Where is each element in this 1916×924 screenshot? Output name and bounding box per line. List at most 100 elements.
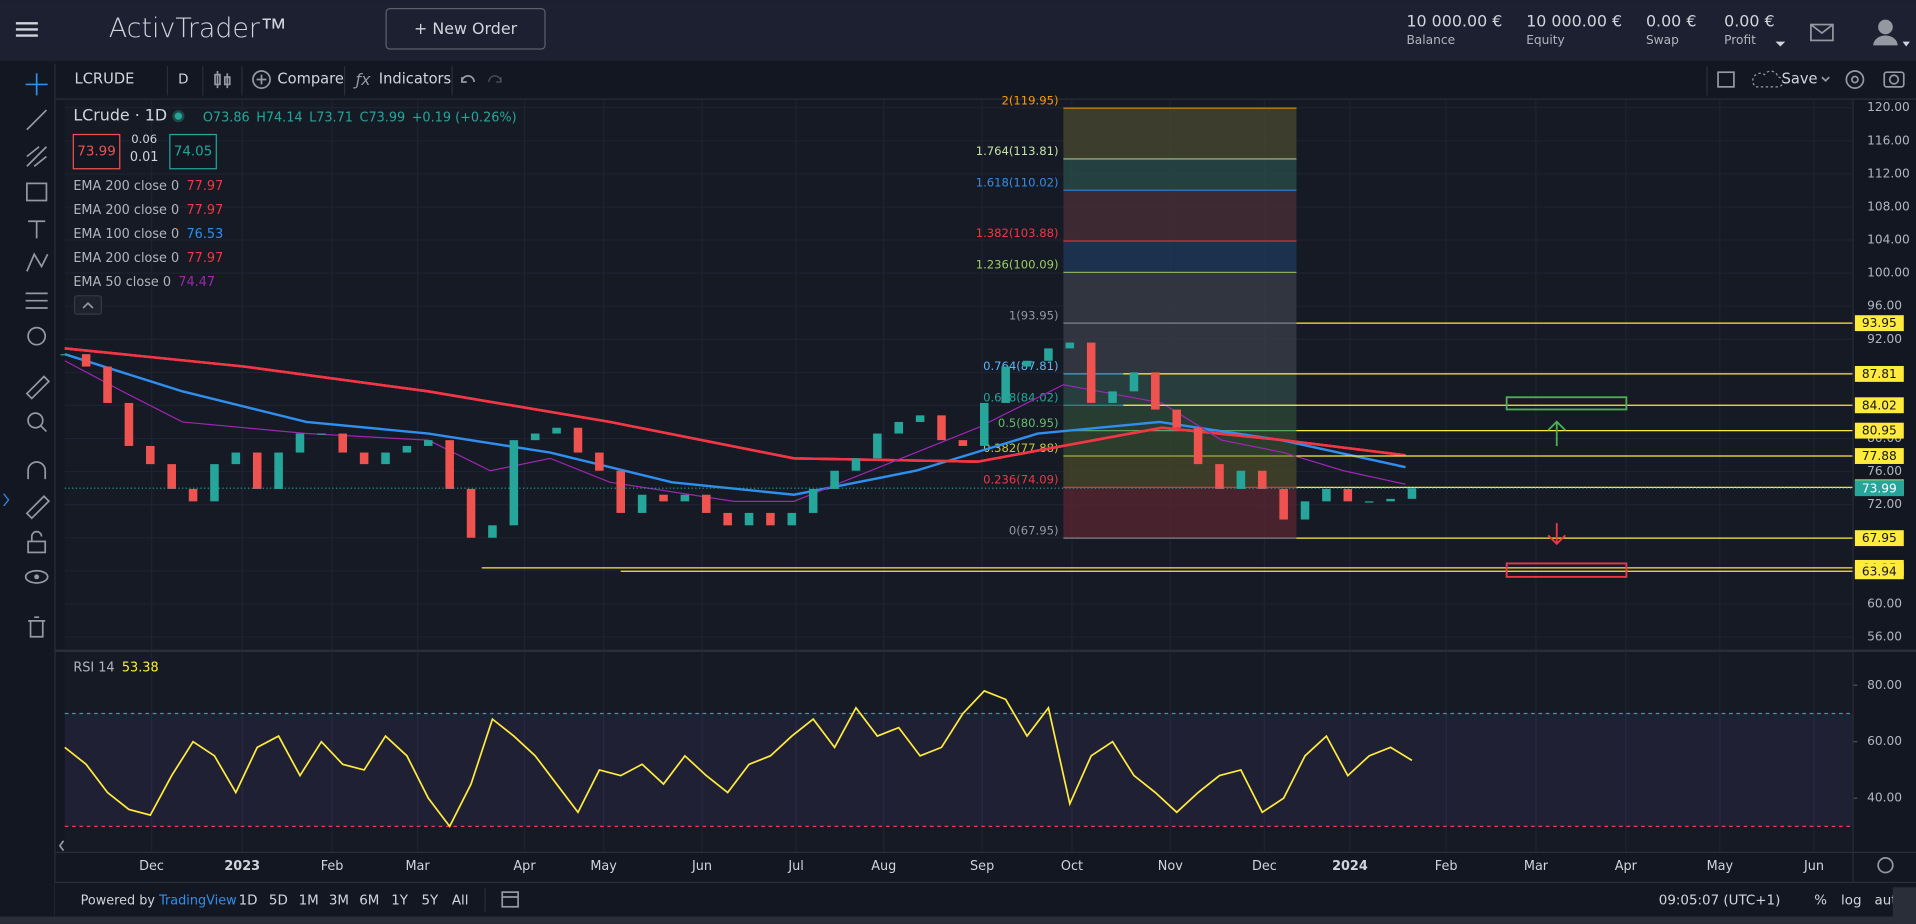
- candle: [531, 434, 540, 441]
- indicator-value: 77.97: [187, 178, 224, 193]
- candle: [638, 495, 647, 513]
- x-tick-label: Sep: [970, 859, 994, 874]
- open: O73.86: [203, 110, 250, 125]
- sell-button[interactable]: 73.99: [73, 135, 119, 169]
- range-button[interactable]: 1Y: [391, 894, 409, 909]
- rsi-title: RSI 14: [73, 660, 114, 675]
- fib-band: [1063, 374, 1296, 405]
- logo: ActivTrader™: [109, 13, 287, 44]
- price-tag-label: 63.94: [1862, 564, 1897, 578]
- x-tick-label: Mar: [405, 859, 430, 874]
- range-button[interactable]: 6M: [359, 894, 379, 909]
- fib-label: 0.236(74.09): [983, 473, 1058, 487]
- candle: [232, 453, 241, 465]
- x-tick-label: Jun: [1803, 859, 1824, 874]
- range-button[interactable]: 5D: [269, 894, 288, 909]
- fib-label: 1(93.95): [1009, 308, 1059, 322]
- range-button[interactable]: 3M: [329, 894, 349, 909]
- indicator-entry: EMA 200 close 077.97: [73, 178, 223, 193]
- fib-band: [1063, 323, 1296, 374]
- fib-label: 0.764(87.81): [983, 359, 1058, 373]
- range-button[interactable]: 5Y: [421, 894, 439, 909]
- x-tick-label: 2024: [1332, 859, 1368, 874]
- candle: [317, 434, 326, 435]
- bottom-strip: [0, 917, 1916, 924]
- candle: [959, 440, 968, 446]
- candle: [1279, 489, 1288, 520]
- candle: [253, 453, 262, 489]
- indicator-entry: EMA 200 close 077.97: [73, 251, 223, 266]
- buy-button[interactable]: 74.05: [170, 135, 216, 169]
- collapse-legend[interactable]: [75, 296, 102, 314]
- stat-label: Swap: [1646, 33, 1679, 47]
- y-tick-label: 120.00: [1867, 100, 1910, 114]
- fib-band: [1063, 241, 1296, 272]
- stat-value: 0.00 €: [1646, 12, 1697, 31]
- fib-band: [1063, 190, 1296, 241]
- candle: [1408, 488, 1417, 499]
- indicator-name: EMA 100 close 0: [73, 226, 179, 241]
- brand-link[interactable]: TradingView: [158, 893, 237, 908]
- candle: [616, 471, 625, 513]
- legend-symbol: LCrude · 1D: [73, 106, 167, 125]
- candle: [723, 513, 732, 525]
- y-tick-label: 108.00: [1867, 199, 1910, 213]
- symbol-input[interactable]: LCRUDE: [75, 71, 135, 88]
- header: [0, 0, 1916, 61]
- x-tick-label: Jun: [691, 859, 712, 874]
- candle: [1044, 348, 1053, 360]
- interval-button[interactable]: D: [178, 73, 188, 88]
- candle: [1322, 489, 1331, 501]
- candle: [916, 415, 925, 422]
- candle: [488, 525, 497, 537]
- candle: [103, 367, 112, 403]
- candle: [1108, 391, 1117, 403]
- candle: [1001, 367, 1010, 403]
- spread: 0.01: [130, 150, 159, 165]
- candle: [745, 513, 754, 525]
- log-toggle[interactable]: log: [1841, 894, 1861, 909]
- candle: [445, 440, 454, 489]
- percent-toggle[interactable]: %: [1814, 894, 1827, 909]
- indicator-value: 77.97: [187, 202, 224, 217]
- candle: [360, 453, 369, 465]
- price-tag-label: 87.81: [1862, 367, 1897, 381]
- candle: [381, 453, 390, 465]
- candle: [788, 513, 797, 525]
- x-tick-label: Nov: [1158, 859, 1183, 874]
- x-tick-label: Dec: [139, 859, 164, 874]
- ohlc: O73.86 H74.14 L73.71 C73.99 +0.19 (+0.26…: [203, 110, 517, 125]
- candle: [167, 464, 176, 489]
- fib-label: 1.764(113.81): [976, 144, 1059, 158]
- close: C73.99: [359, 110, 405, 125]
- indicator-name: EMA 50 close 0: [73, 275, 171, 290]
- candle: [1130, 372, 1139, 391]
- high: H74.14: [256, 110, 302, 125]
- rsi-value: 53.38: [122, 660, 159, 675]
- indicators-label: Indicators: [379, 71, 451, 88]
- save-label: Save: [1782, 71, 1818, 88]
- indicator-name: EMA 200 close 0: [73, 251, 179, 266]
- ask-price: 74.05: [174, 145, 212, 160]
- footer: Powered by TradingView 1D5D1M3M6M1Y5YAll…: [0, 882, 1916, 924]
- candle: [1237, 471, 1246, 489]
- range-button[interactable]: 1M: [299, 894, 319, 909]
- x-tick-label: 2023: [224, 859, 260, 874]
- price-tag-label: 73.99: [1862, 481, 1897, 495]
- fib-label: 2(119.95): [1002, 93, 1059, 107]
- indicators-button[interactable]: ƒx Indicators: [353, 70, 452, 89]
- y-tick-label: 112.00: [1867, 166, 1910, 180]
- stat-label: Balance: [1406, 33, 1455, 47]
- range-button[interactable]: 1D: [239, 894, 258, 909]
- y-tick-label: 56.00: [1867, 629, 1902, 643]
- indicator-entry: EMA 50 close 074.47: [73, 275, 215, 290]
- candle: [82, 354, 91, 366]
- candle: [510, 440, 519, 525]
- stat-value: 10 000.00 €: [1526, 12, 1622, 31]
- new-order-label: + New Order: [414, 19, 518, 38]
- candle: [681, 495, 690, 502]
- range-button[interactable]: All: [452, 894, 469, 909]
- candle: [189, 489, 198, 501]
- candle: [1365, 501, 1374, 502]
- candle: [852, 458, 861, 470]
